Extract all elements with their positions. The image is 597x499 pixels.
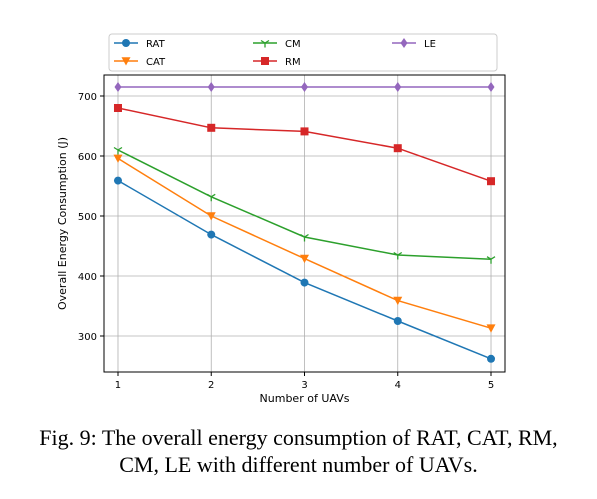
legend-marker bbox=[122, 39, 130, 47]
y-tick-label: 500 bbox=[78, 212, 97, 223]
data-point-le bbox=[301, 82, 308, 92]
legend-marker bbox=[260, 39, 270, 48]
data-point-cm bbox=[486, 256, 496, 264]
legend-box bbox=[108, 33, 498, 72]
data-point-cm bbox=[113, 146, 123, 155]
legend-label: RAT bbox=[146, 39, 166, 50]
y-axis-label: Overall Energy Consumption (J) bbox=[56, 137, 69, 310]
y-tick-label: 600 bbox=[78, 152, 97, 163]
data-point-cat bbox=[206, 212, 216, 221]
series-cat bbox=[113, 154, 496, 333]
legend-marker bbox=[261, 57, 269, 65]
series-rat bbox=[113, 176, 496, 363]
data-point-rm bbox=[207, 123, 216, 132]
legend-item-rm: RM bbox=[253, 57, 301, 68]
data-point-cm bbox=[300, 233, 309, 242]
y-tick-label: 400 bbox=[78, 272, 97, 283]
line-chart: 300 400 500 600 700 1 2 3 4 5 Number of UAVs Over… bbox=[56, 33, 506, 405]
legend-item-le: LE bbox=[392, 38, 436, 50]
data-point-rm bbox=[113, 104, 122, 112]
data-point-cat bbox=[113, 154, 123, 163]
x-axis-label: Number of UAVs bbox=[260, 392, 350, 405]
x-tick-label: 5 bbox=[488, 380, 494, 391]
data-point-cat bbox=[393, 296, 403, 306]
data-point-cm bbox=[206, 193, 216, 202]
data-point-rat bbox=[207, 230, 216, 239]
figure-caption: Fig. 9: The overall energy consumption o… bbox=[0, 424, 597, 478]
series-rm bbox=[113, 104, 496, 186]
series-cm bbox=[113, 146, 496, 264]
data-point-le bbox=[394, 82, 402, 92]
legend-label: CM bbox=[285, 39, 301, 50]
legend-label: LE bbox=[424, 39, 436, 50]
legend: RAT CAT CM RM LE bbox=[108, 33, 498, 72]
grid bbox=[104, 75, 505, 372]
caption-line-2: CM, LE with different number of UAVs. bbox=[119, 452, 478, 477]
data-point-rat bbox=[300, 278, 309, 287]
data-point-rat bbox=[113, 176, 122, 185]
legend-item-cm: CM bbox=[253, 39, 301, 50]
data-point-le bbox=[487, 82, 495, 92]
series-le bbox=[114, 82, 495, 92]
y-tick-label: 300 bbox=[78, 332, 97, 343]
caption-line-1: Fig. 9: The overall energy consumption o… bbox=[39, 425, 558, 450]
data-point-rat bbox=[393, 317, 402, 325]
x-tick-label: 3 bbox=[301, 380, 307, 391]
x-tick-label: 1 bbox=[115, 380, 121, 391]
data-point-cm bbox=[393, 251, 403, 260]
data-point-rm bbox=[487, 177, 496, 186]
legend-label: CAT bbox=[146, 57, 166, 68]
data-point-le bbox=[114, 82, 122, 92]
legend-item-rat: RAT bbox=[114, 39, 166, 50]
y-tick-label: 700 bbox=[78, 92, 97, 103]
legend-item-cat: CAT bbox=[114, 57, 166, 68]
data-point-rat bbox=[487, 354, 496, 363]
data-point-le bbox=[207, 82, 215, 92]
x-tick-label: 4 bbox=[395, 380, 401, 391]
legend-label: RM bbox=[285, 57, 301, 68]
data-point-cat bbox=[300, 254, 309, 264]
legend-marker bbox=[121, 57, 131, 66]
data-point-cat bbox=[486, 324, 496, 333]
data-point-rm bbox=[300, 127, 309, 136]
x-tick-label: 2 bbox=[208, 380, 214, 391]
series-group bbox=[113, 82, 496, 363]
axes-ticks: 300 400 500 600 700 1 2 3 4 5 bbox=[78, 92, 494, 391]
data-point-rm bbox=[393, 144, 402, 153]
legend-marker bbox=[400, 38, 408, 48]
